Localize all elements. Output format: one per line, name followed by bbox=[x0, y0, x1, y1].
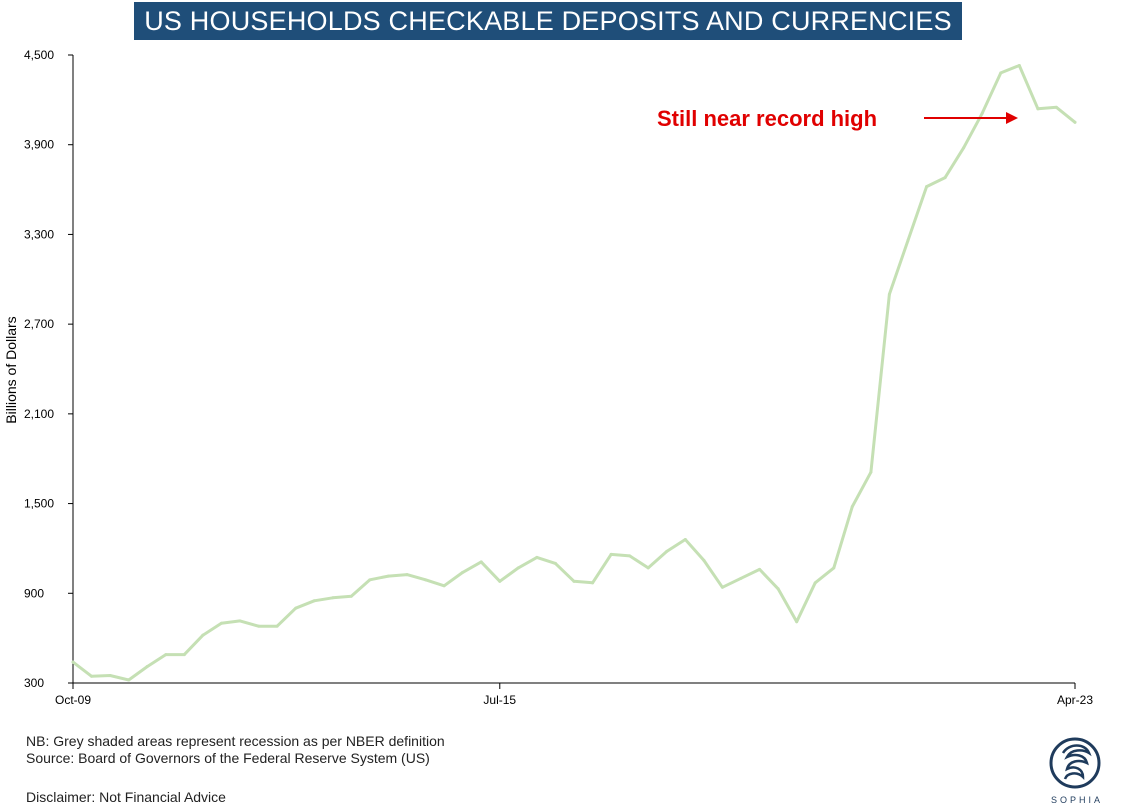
data-point bbox=[980, 111, 984, 115]
series-line bbox=[71, 64, 1077, 682]
data-point bbox=[201, 633, 205, 637]
annotation-text: Still near record high bbox=[657, 106, 877, 131]
y-tick-label: 2,100 bbox=[24, 407, 54, 421]
series-points bbox=[71, 63, 1077, 682]
data-point bbox=[572, 579, 576, 583]
data-point bbox=[424, 578, 428, 582]
y-tick-label: 1,500 bbox=[24, 497, 54, 511]
data-point bbox=[999, 71, 1003, 75]
data-point bbox=[331, 596, 335, 600]
y-axis: 300 900 1,500 2,100 2,700 3,300 3,900 4,500 bbox=[24, 48, 74, 690]
data-point bbox=[294, 606, 298, 610]
logo-text: SOPHIA bbox=[1051, 795, 1103, 805]
x-tick-label: Jul-15 bbox=[483, 693, 516, 707]
data-point bbox=[906, 238, 910, 242]
data-point bbox=[628, 554, 632, 558]
data-point bbox=[962, 146, 966, 150]
data-point bbox=[275, 624, 279, 628]
data-point bbox=[1036, 107, 1040, 111]
data-point bbox=[368, 578, 372, 582]
data-point bbox=[702, 558, 706, 562]
data-point bbox=[1054, 105, 1058, 109]
data-point bbox=[312, 599, 316, 603]
data-point bbox=[795, 620, 799, 624]
x-tick-label: Apr-23 bbox=[1057, 693, 1093, 707]
data-point bbox=[739, 576, 743, 580]
data-point bbox=[553, 561, 557, 565]
disclaimer: Disclaimer: Not Financial Advice bbox=[26, 789, 226, 805]
data-point bbox=[758, 567, 762, 571]
y-tick-label: 3,900 bbox=[24, 138, 54, 152]
data-point bbox=[646, 566, 650, 570]
data-point bbox=[71, 660, 75, 664]
x-axis: Oct-09 Jul-15 Apr-23 bbox=[55, 682, 1093, 707]
data-point bbox=[1017, 63, 1021, 67]
data-point bbox=[238, 619, 242, 623]
y-tick-label: 2,700 bbox=[24, 317, 54, 331]
data-point bbox=[405, 573, 409, 577]
data-point bbox=[832, 566, 836, 570]
data-point bbox=[720, 585, 724, 589]
data-point bbox=[683, 537, 687, 541]
y-tick-label: 900 bbox=[24, 586, 44, 600]
annotation-arrow bbox=[924, 112, 1018, 124]
data-point bbox=[479, 560, 483, 564]
data-point bbox=[516, 566, 520, 570]
data-point bbox=[776, 587, 780, 591]
data-point bbox=[869, 470, 873, 474]
y-tick-label: 300 bbox=[24, 676, 44, 690]
y-tick-label: 3,300 bbox=[24, 227, 54, 241]
data-point bbox=[498, 579, 502, 583]
data-point bbox=[665, 549, 669, 553]
data-point bbox=[386, 574, 390, 578]
data-point bbox=[127, 678, 131, 682]
y-axis-label: Billions of Dollars bbox=[3, 316, 19, 423]
data-point bbox=[850, 505, 854, 509]
chart-title: US HOUSEHOLDS CHECKABLE DEPOSITS AND CUR… bbox=[134, 2, 962, 40]
source-note: Source: Board of Governors of the Federa… bbox=[26, 750, 430, 766]
data-point bbox=[591, 581, 595, 585]
nb-note: NB: Grey shaded areas represent recessio… bbox=[26, 733, 445, 749]
data-point bbox=[219, 621, 223, 625]
data-point bbox=[943, 176, 947, 180]
data-point bbox=[813, 581, 817, 585]
data-point bbox=[182, 653, 186, 657]
data-point bbox=[461, 570, 465, 574]
data-point bbox=[442, 584, 446, 588]
data-point bbox=[609, 552, 613, 556]
data-point bbox=[535, 555, 539, 559]
data-point bbox=[887, 292, 891, 296]
data-point bbox=[349, 594, 353, 598]
data-point bbox=[925, 185, 929, 189]
data-point bbox=[257, 624, 261, 628]
y-tick-label: 4,500 bbox=[24, 48, 54, 62]
chart-notes: NB: Grey shaded areas represent recessio… bbox=[26, 733, 445, 767]
data-point bbox=[108, 674, 112, 678]
sophia-logo-icon: SOPHIA bbox=[1049, 737, 1103, 805]
data-point bbox=[145, 665, 149, 669]
data-point bbox=[164, 653, 168, 657]
x-tick-label: Oct-09 bbox=[55, 693, 91, 707]
data-point bbox=[90, 674, 94, 678]
data-point bbox=[1073, 120, 1077, 124]
